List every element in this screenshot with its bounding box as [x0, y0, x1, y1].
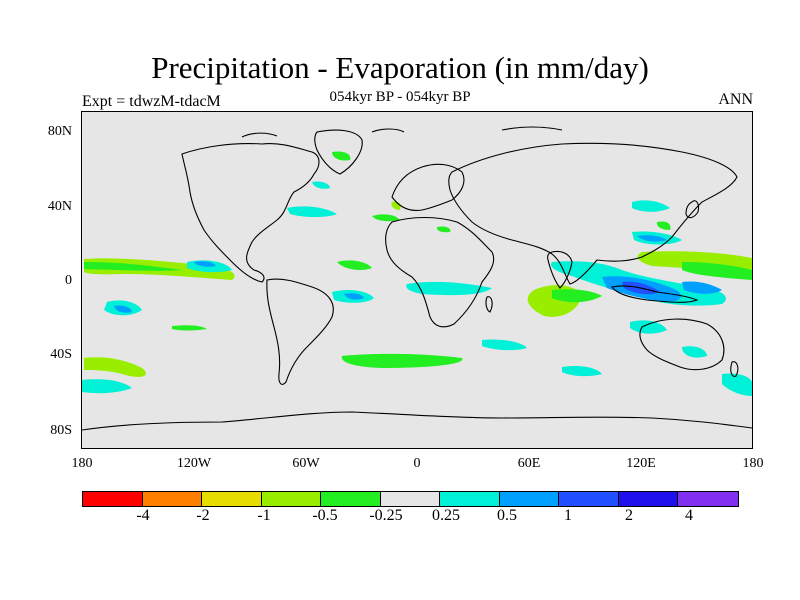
coastline-south-america — [266, 278, 334, 385]
colorbar-cell — [618, 492, 678, 506]
y-tick-label: 80S — [50, 423, 72, 438]
colorbar-label: 4 — [685, 507, 693, 524]
coastline-asia — [448, 142, 738, 285]
colorbar-cell — [499, 492, 559, 506]
experiment-label: Expt = tdwzM-tdacM — [82, 93, 221, 110]
colorbar-cell — [83, 492, 143, 506]
coastline-indonesia — [611, 285, 699, 303]
field-patch — [344, 293, 364, 300]
colorbar-label: -0.5 — [312, 507, 338, 524]
x-tick-label: 180 — [742, 456, 764, 471]
field-negative — [84, 151, 752, 377]
colorbar-label: -2 — [196, 507, 210, 524]
field-patch — [482, 339, 527, 351]
colorbar-label: 1 — [564, 507, 572, 524]
x-tick-label: 0 — [413, 456, 421, 471]
x-tick-label: 60W — [292, 456, 320, 471]
field-patch — [552, 289, 602, 303]
x-tick-label: 120W — [176, 456, 212, 471]
coastline-new-zealand — [730, 361, 739, 377]
coastline-antarctica — [82, 411, 752, 431]
map-plot — [81, 111, 753, 449]
colorbar-cell — [202, 492, 262, 506]
season-label: ANN — [718, 91, 753, 108]
field-patch — [632, 200, 670, 212]
colorbar-label: -0.25 — [369, 507, 403, 524]
coastline-greenland — [314, 129, 363, 175]
field-patch — [84, 357, 146, 377]
field-patch — [337, 260, 372, 270]
x-tick-label: 60E — [517, 456, 541, 471]
figure-title: Precipitation - Evaporation (in mm/day) — [151, 50, 649, 85]
field-patch — [194, 261, 216, 267]
field-patch — [656, 221, 671, 230]
colorbar-cell — [380, 492, 440, 506]
colorbar-cell — [678, 492, 738, 506]
y-tick-label: 40N — [47, 199, 72, 214]
colorbar-label: 0.25 — [432, 507, 460, 524]
coastline-madagascar — [485, 296, 493, 313]
field-patch — [287, 206, 337, 217]
coastline-north-america — [181, 143, 320, 283]
field-patch — [682, 281, 722, 294]
coastline-africa — [385, 217, 495, 328]
x-tick-label: 120E — [626, 456, 656, 471]
field-patch — [341, 353, 463, 368]
colorbar — [82, 491, 739, 507]
field-patch — [436, 226, 451, 233]
field-patch — [114, 305, 132, 313]
x-tick-label: 180 — [71, 456, 93, 471]
coastline-arctic-islands — [241, 126, 563, 138]
field-patch — [630, 320, 667, 334]
map-canvas — [82, 112, 752, 448]
colorbar-label: 0.5 — [497, 507, 517, 524]
y-tick-label: 40S — [50, 347, 72, 362]
field-patch — [682, 346, 707, 358]
colorbar-cell — [440, 492, 500, 506]
y-tick-label: 0 — [65, 273, 72, 288]
field-patch — [372, 214, 400, 222]
coastline-japan — [685, 200, 700, 219]
field-patch — [172, 325, 207, 331]
coastline-europe — [391, 163, 465, 212]
coastline-india — [547, 250, 573, 289]
coastline-australia — [639, 318, 725, 371]
field-patch — [682, 262, 752, 280]
colorbar-label: 2 — [625, 507, 633, 524]
colorbar-cell — [559, 492, 619, 506]
field-patch — [406, 281, 492, 296]
field-positive — [82, 181, 752, 396]
field-patch — [312, 181, 330, 189]
figure-subtitle: 054kyr BP - 054kyr BP — [329, 89, 471, 105]
colorbar-label: -1 — [257, 507, 271, 524]
field-patch — [84, 262, 182, 271]
colorbar-cell — [321, 492, 381, 506]
coastlines — [82, 126, 752, 431]
field-patch — [637, 235, 667, 242]
field-patch — [82, 379, 132, 394]
y-tick-label: 80N — [47, 124, 72, 139]
field-patch — [562, 365, 602, 377]
colorbar-cell — [261, 492, 321, 506]
colorbar-label: -4 — [136, 507, 150, 524]
field-patch — [332, 151, 351, 161]
colorbar-cell — [142, 492, 202, 506]
field-patch — [722, 373, 752, 396]
